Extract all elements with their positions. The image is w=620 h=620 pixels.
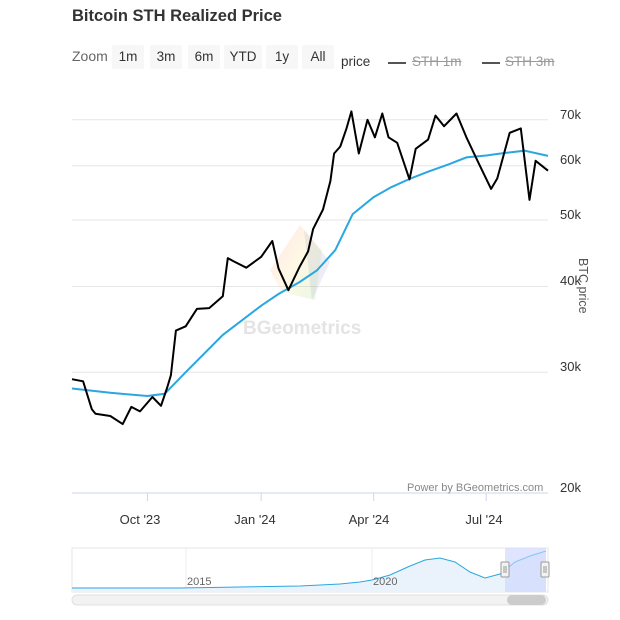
legend-sth-1m-symbol [388, 62, 406, 64]
y-tick-label: 30k [560, 359, 581, 374]
zoom-label: Zoom [72, 48, 108, 64]
chart-title: Bitcoin STH Realized Price [72, 7, 282, 25]
x-tick-label: Jul '24 [465, 512, 503, 527]
navigator-scrollbar[interactable] [71, 594, 549, 606]
scrollbar-thumb[interactable] [507, 595, 546, 605]
y-tick-label: 40k [560, 273, 581, 288]
watermark-logo [270, 225, 330, 300]
zoom-all-button[interactable]: All [302, 45, 334, 69]
price-line[interactable] [71, 110, 549, 426]
y-axis-title: BTC price [576, 258, 590, 314]
legend-sth-3m[interactable]: STH 3m [505, 54, 555, 69]
x-tick-label: Jan '24 [234, 512, 276, 527]
credits-link[interactable]: Power by BGeometrics.com [407, 482, 544, 494]
gridlines [72, 119, 548, 494]
legend-sth-1m[interactable]: STH 1m [412, 54, 462, 69]
y-tick-label: 60k [560, 152, 581, 167]
y-tick-label: 50k [560, 207, 581, 222]
x-tick-label: Oct '23 [119, 512, 161, 527]
y-tick-label: 70k [560, 107, 581, 122]
zoom-3m-button[interactable]: 3m [150, 45, 182, 69]
navigator-right-handle[interactable] [540, 561, 550, 578]
watermark: BGeometrics [243, 318, 362, 339]
navigator-label: 2020 [373, 576, 398, 588]
zoom-ytd-button[interactable]: YTD [224, 45, 262, 69]
legend-sth-3m-symbol [482, 62, 500, 64]
navigator-area [72, 551, 546, 592]
x-tick-label: Apr '24 [348, 512, 390, 527]
zoom-1m-button[interactable]: 1m [112, 45, 144, 69]
legend-price[interactable]: price [341, 54, 371, 69]
zoom-6m-button[interactable]: 6m [188, 45, 220, 69]
x-axis-ticks [146, 493, 487, 501]
y-tick-label: 20k [560, 480, 581, 495]
zoom-1y-button[interactable]: 1y [266, 45, 298, 69]
navigator[interactable] [71, 547, 550, 593]
navigator-selected-range[interactable] [505, 548, 546, 592]
navigator-label: 2015 [187, 576, 212, 588]
navigator-left-handle[interactable] [500, 561, 510, 578]
scrollbar-track[interactable] [71, 594, 549, 606]
